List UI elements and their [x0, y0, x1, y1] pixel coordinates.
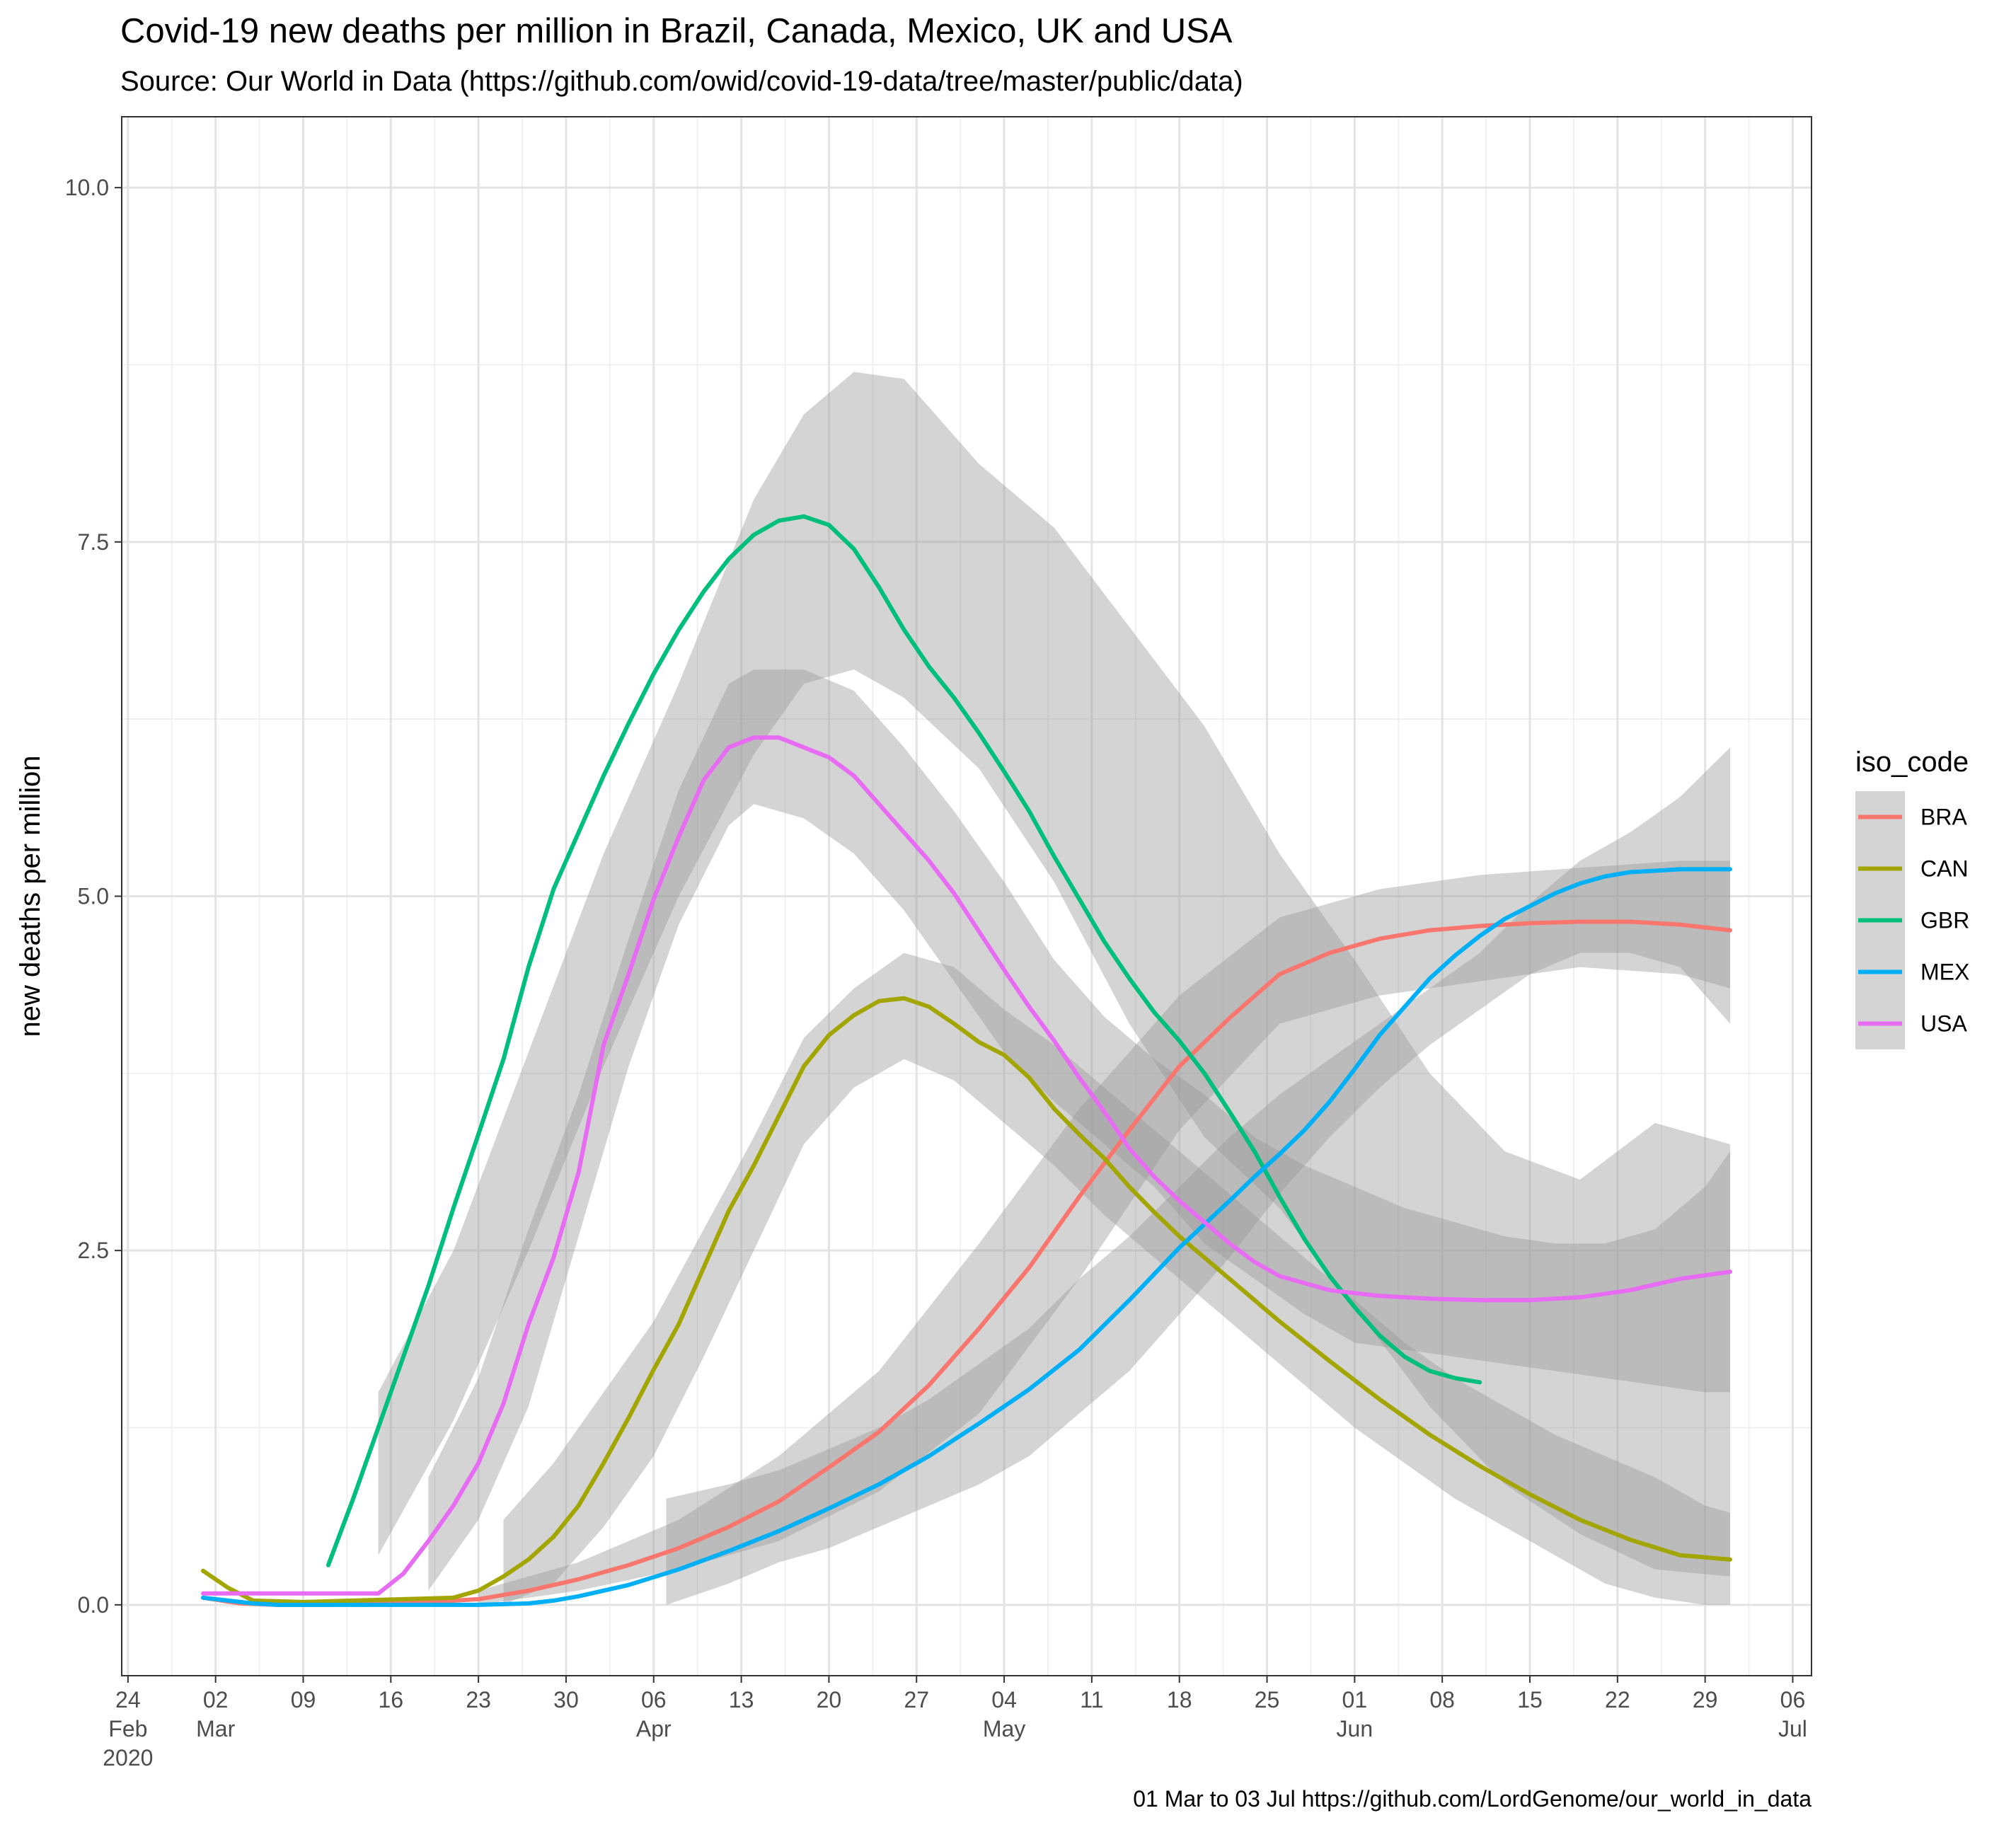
- x-tick-label: 18: [1167, 1687, 1192, 1712]
- legend: iso_code BRA CAN GBR MEX USA: [1855, 747, 1969, 1049]
- x-tick-label: 15: [1517, 1687, 1543, 1712]
- y-axis: 0.0 2.5 5.0 7.5 10.0: [65, 175, 122, 1618]
- x-tick-label: 20: [817, 1687, 842, 1712]
- x-tick-label: 30: [553, 1687, 579, 1712]
- y-tick-label: 7.5: [78, 529, 109, 555]
- chart-title: Covid-19 new deaths per million in Brazi…: [120, 12, 1233, 50]
- legend-title: iso_code: [1855, 747, 1969, 778]
- x-tick-label: 06: [1780, 1687, 1806, 1712]
- x-tick-label: 25: [1255, 1687, 1280, 1712]
- x-tick-label: 08: [1429, 1687, 1455, 1712]
- x-tick-label: 24: [115, 1687, 141, 1712]
- x-tick-label: 29: [1693, 1687, 1718, 1712]
- x-tick-label: 16: [379, 1687, 404, 1712]
- x-axis: 24 Feb 2020 02 Mar 09 16 23 30 06 Apr 13 20 27 04 May 11…: [103, 1676, 1807, 1771]
- x-tick-label: 13: [729, 1687, 754, 1712]
- x-tick-label: 09: [291, 1687, 316, 1712]
- x-tick-label: May: [983, 1716, 1025, 1741]
- y-tick-label: 5.0: [78, 884, 109, 909]
- legend-label-usa: USA: [1920, 1011, 1967, 1037]
- x-tick-label: 22: [1605, 1687, 1630, 1712]
- legend-label-bra: BRA: [1920, 805, 1967, 830]
- legend-items: BRA CAN GBR MEX USA: [1855, 791, 1969, 1049]
- x-tick-label: 02: [203, 1687, 229, 1712]
- x-tick-label: Jul: [1778, 1716, 1807, 1741]
- x-tick-label: 11: [1080, 1687, 1103, 1712]
- x-tick-label: 01: [1342, 1687, 1368, 1712]
- x-tick-label: 27: [904, 1687, 929, 1712]
- x-tick-label: 2020: [103, 1745, 153, 1771]
- x-tick-label: Apr: [636, 1716, 672, 1741]
- x-tick-label: 06: [641, 1687, 667, 1712]
- y-tick-label: 10.0: [65, 175, 109, 200]
- x-tick-label: 04: [991, 1687, 1017, 1712]
- x-tick-label: 23: [466, 1687, 491, 1712]
- x-tick-label: Mar: [196, 1716, 235, 1741]
- legend-label-mex: MEX: [1920, 960, 1969, 985]
- y-tick-label: 0.0: [78, 1592, 109, 1618]
- chart-subtitle: Source: Our World in Data (https://githu…: [120, 66, 1243, 97]
- legend-label-can: CAN: [1920, 856, 1969, 882]
- x-tick-label: Jun: [1337, 1716, 1373, 1741]
- plot-panel: [122, 117, 1811, 1676]
- legend-label-gbr: GBR: [1920, 908, 1969, 933]
- y-tick-label: 2.5: [78, 1238, 109, 1263]
- chart-caption: 01 Mar to 03 Jul https://github.com/Lord…: [1133, 1786, 1811, 1812]
- y-axis-title: new deaths per million: [15, 756, 46, 1037]
- x-tick-label: Feb: [108, 1716, 147, 1741]
